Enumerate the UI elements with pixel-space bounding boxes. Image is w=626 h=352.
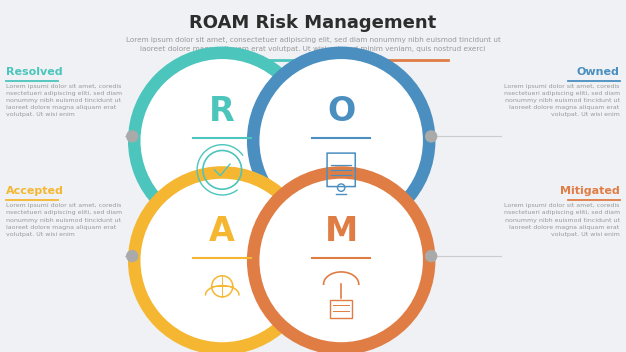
Text: Lorem ipsum dolor sit amet, consectetuer adipiscing elit, sed diam nonummy nibh : Lorem ipsum dolor sit amet, consectetuer… xyxy=(126,37,500,52)
Circle shape xyxy=(253,53,429,229)
Circle shape xyxy=(126,131,138,142)
Text: Lorem ipsumi dolor sit amet, coredis
nsectetueri adipiscing eliti, sed diam
nonu: Lorem ipsumi dolor sit amet, coredis nse… xyxy=(503,203,620,237)
Circle shape xyxy=(134,172,310,348)
Text: R: R xyxy=(209,95,235,128)
Text: O: O xyxy=(327,95,356,128)
Circle shape xyxy=(253,172,429,348)
Circle shape xyxy=(126,251,138,262)
Text: Resolved: Resolved xyxy=(6,67,63,77)
Text: Accepted: Accepted xyxy=(6,186,64,196)
Circle shape xyxy=(426,131,437,142)
Text: Lorem ipsumi dolor sit amet, coredis
nsectetueri adipiscing eliti, sed diam
nonu: Lorem ipsumi dolor sit amet, coredis nse… xyxy=(6,203,123,237)
Text: A: A xyxy=(209,215,235,248)
Circle shape xyxy=(134,53,310,229)
Text: Mitigated: Mitigated xyxy=(560,186,620,196)
Bar xyxy=(330,300,352,318)
Circle shape xyxy=(426,251,437,262)
Text: Lorem ipsumi dolor sit amet, coredis
nsectetueri adipiscing eliti, sed diam
nonu: Lorem ipsumi dolor sit amet, coredis nse… xyxy=(503,83,620,117)
Text: M: M xyxy=(324,215,358,248)
Text: Owned: Owned xyxy=(577,67,620,77)
Text: ROAM Risk Management: ROAM Risk Management xyxy=(190,14,436,32)
Text: Lorem ipsumi dolor sit amet, coredis
nsectetueri adipiscing eliti, sed diam
nonu: Lorem ipsumi dolor sit amet, coredis nse… xyxy=(6,83,123,117)
